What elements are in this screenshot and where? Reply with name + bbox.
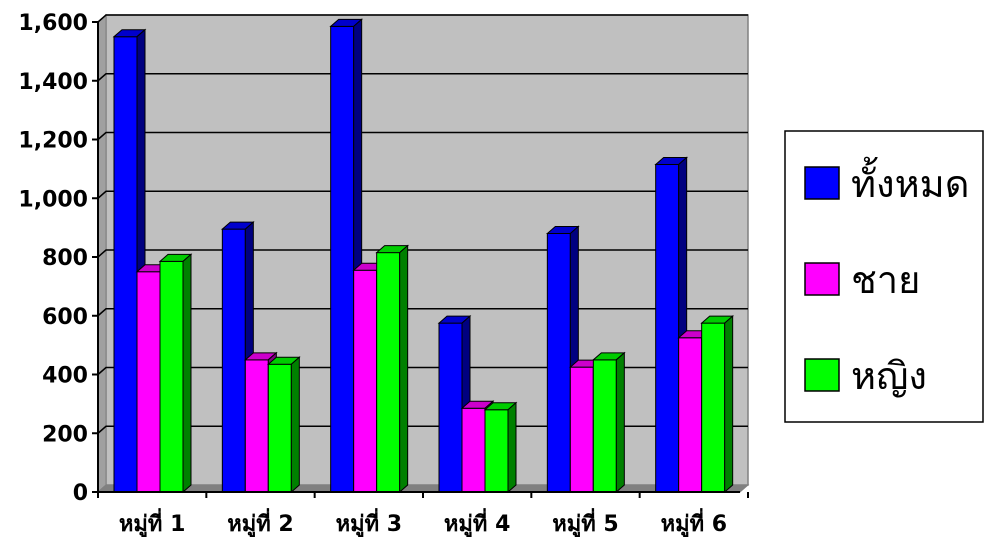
bar-front <box>701 322 726 493</box>
bar-side <box>724 314 734 494</box>
bar-front <box>569 366 594 493</box>
gridline <box>97 425 748 434</box>
bar <box>700 314 734 494</box>
gridline <box>97 308 748 317</box>
bar-front <box>678 337 703 493</box>
legend-label: หญิง <box>851 354 927 398</box>
gridline <box>97 73 748 82</box>
bar-front <box>484 409 509 493</box>
legend-label: ชาย <box>851 258 920 302</box>
gridline <box>97 249 748 258</box>
bar-front <box>244 359 269 493</box>
bar-front <box>461 407 486 493</box>
legend-item: ทั้งหมด <box>804 156 969 206</box>
y-tick-label: 1,600 <box>18 11 88 36</box>
gridline <box>97 14 748 23</box>
y-tick-label: 1,200 <box>18 129 88 154</box>
y-tick-label: 800 <box>42 246 88 271</box>
x-tick-label: หมู่ที่ 1 <box>119 507 185 538</box>
x-tick-label: หมู่ที่ 4 <box>444 507 510 538</box>
axes: 0 200 400 600 800 1,000 1,200 1,400 1,600 หมู่ที่… <box>18 11 749 538</box>
legend-label: ทั้งหมด <box>851 156 969 206</box>
bar-side <box>615 351 625 494</box>
bar-front <box>592 359 617 493</box>
legend-swatch <box>804 262 840 296</box>
y-tick-label: 0 <box>73 481 88 506</box>
x-tick-label: หมู่ที่ 5 <box>552 507 618 538</box>
plot-floor <box>96 484 750 493</box>
bar-front <box>159 260 184 493</box>
bar <box>483 401 518 494</box>
legend-item: หญิง <box>804 354 927 398</box>
bar-front <box>330 25 355 493</box>
bar-front <box>113 36 138 493</box>
bar-front <box>655 163 680 493</box>
legend-swatch <box>804 358 840 392</box>
x-tick-label: หมู่ที่ 6 <box>661 507 727 538</box>
bar <box>158 253 193 494</box>
bar-front <box>438 322 463 493</box>
bar-front <box>221 228 246 493</box>
bar-side <box>399 244 409 494</box>
bar-front <box>376 252 401 493</box>
plot-area <box>96 13 750 494</box>
gridline <box>97 366 748 376</box>
y-tick-label: 400 <box>42 364 88 389</box>
y-tick-label: 600 <box>42 305 88 330</box>
bar-side <box>290 356 300 494</box>
y-tick-label: 200 <box>42 422 88 447</box>
gridline <box>97 190 748 199</box>
legend-item: ชาย <box>804 258 920 302</box>
bar <box>592 351 626 494</box>
bar <box>267 356 301 494</box>
bar-side <box>507 401 517 494</box>
bar-side <box>182 253 192 494</box>
y-tick-label: 1,400 <box>18 70 88 95</box>
y-tick-label: 1,000 <box>18 187 88 212</box>
bars <box>112 18 734 494</box>
bar-front <box>353 269 378 493</box>
x-tick-label: หมู่ที่ 2 <box>227 507 293 538</box>
gridline <box>97 131 748 141</box>
bar <box>375 244 409 494</box>
x-tick-label: หมู่ที่ 3 <box>336 507 402 538</box>
legend-swatch <box>804 166 840 200</box>
bar-front <box>136 271 161 493</box>
bar-front <box>267 363 292 493</box>
bar-front <box>546 233 571 493</box>
